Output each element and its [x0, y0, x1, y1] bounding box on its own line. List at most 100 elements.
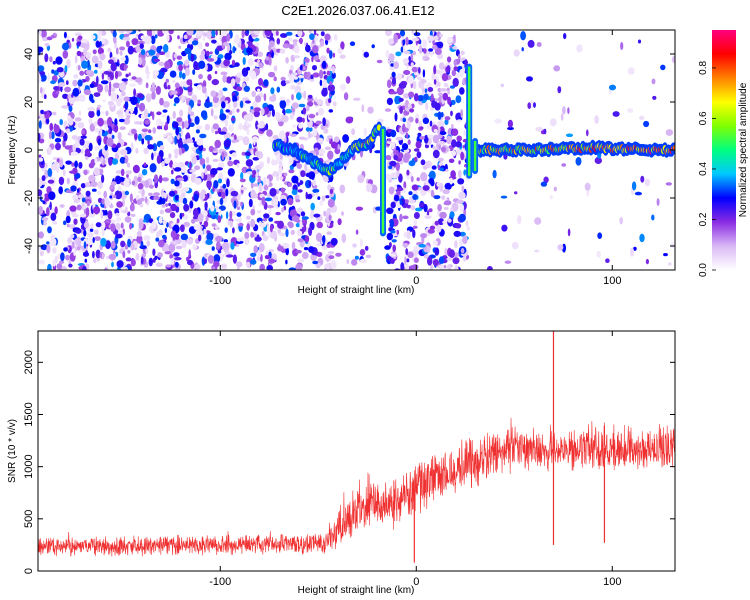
spectrogram-cell	[447, 218, 452, 223]
spectrogram-cell	[440, 146, 447, 153]
spectrogram-cell	[319, 79, 323, 87]
spectrogram-cell	[231, 59, 236, 67]
spectrogram-cell	[92, 237, 95, 243]
spectrogram-cell	[123, 96, 130, 102]
spectrogram-cell	[437, 204, 442, 212]
spectrogram-cell	[459, 238, 463, 247]
spectrogram-cell	[511, 241, 519, 250]
spectrogram-cell	[147, 49, 156, 56]
spectrogram-cell	[310, 202, 316, 211]
spectrogram-cell	[72, 227, 80, 231]
spectrogram-cell	[416, 177, 420, 182]
spectrogram-cell	[143, 235, 151, 241]
spectrogram-cell	[96, 75, 99, 85]
chart-title: C2E1.2026.037.06.41.E12	[281, 3, 434, 18]
spectrogram-cell	[162, 109, 168, 113]
spectrogram-cell	[326, 262, 330, 270]
spectrogram-cell	[41, 193, 45, 201]
colorbar-label: Normalized spectral amplitude	[738, 82, 749, 217]
spectrogram-cell	[130, 258, 136, 267]
spectrogram-cell	[59, 260, 65, 264]
spectrogram-cell	[88, 162, 95, 169]
spectrogram-cell	[319, 69, 324, 79]
spectrogram-cell	[452, 46, 458, 50]
spectrogram-cell	[285, 98, 290, 104]
spectrogram-cell	[163, 44, 169, 53]
spectrogram-cell	[351, 128, 356, 136]
spectrogram-cell	[108, 90, 112, 97]
spectrogram-cell	[175, 245, 183, 250]
spectrogram-cell	[189, 200, 194, 209]
spectrogram-cell	[62, 139, 66, 148]
spectrogram-cell	[169, 159, 173, 168]
spectrogram-cell	[42, 111, 47, 115]
spectrogram-cell	[146, 52, 149, 56]
spectrogram-cell	[54, 137, 62, 143]
spectrogram-cell	[39, 71, 46, 76]
spectrogram-cell	[406, 230, 411, 240]
spectrogram-cell	[391, 239, 397, 243]
spectrogram-cell	[330, 237, 338, 246]
spectrogram-cell	[281, 115, 289, 123]
spectrogram-cell	[239, 178, 246, 183]
spectrogram-cell	[302, 107, 307, 115]
spectrogram-cell	[443, 264, 447, 269]
snr-y-axis: 0 500 1000 1500 2000	[23, 350, 675, 574]
spectrogram-cell	[168, 153, 172, 159]
spectrogram-cell	[507, 126, 514, 131]
spectrogram-cell	[41, 175, 46, 182]
spectrogram-cell	[141, 128, 149, 133]
spectrogram-cell	[143, 147, 149, 155]
spectrogram-cell	[65, 80, 69, 85]
spectrogram-cell	[112, 30, 117, 38]
spectrogram-cell	[64, 86, 72, 93]
spectrogram-cell	[144, 179, 150, 189]
spectrogram-cell	[534, 217, 542, 225]
spectrogram-cell	[337, 218, 342, 226]
spectrogram-cell	[328, 98, 332, 104]
spectrogram-cell	[73, 74, 79, 79]
spectrogram-cell	[141, 169, 148, 176]
spectrogram-cell	[156, 154, 162, 164]
spectrogram-cell	[196, 84, 203, 91]
spectrogram-cell	[205, 156, 210, 164]
spectrogram-cell	[56, 263, 63, 270]
spectrogram-cell	[210, 168, 218, 175]
spectrogram-cell	[333, 33, 338, 41]
spectrogram-cell	[315, 192, 319, 197]
spectrogram-cell	[612, 111, 620, 117]
spectrogram-cell	[304, 57, 310, 64]
spectrogram-cell	[144, 134, 153, 141]
spectrogram-cell	[451, 150, 457, 157]
spectrogram-cell	[439, 88, 448, 92]
spectrogram-cell	[334, 136, 340, 143]
spectrogram-cell	[125, 73, 129, 78]
spectrogram-cell	[196, 138, 204, 146]
spectrogram-cell	[232, 254, 237, 264]
spectrogram-cell	[258, 201, 262, 207]
spectrogram-cell	[196, 125, 203, 130]
spectrogram-cell	[124, 206, 128, 213]
spectrogram-cell	[193, 193, 199, 202]
spectrogram-cell	[232, 107, 236, 114]
spectrogram-cell	[413, 245, 421, 251]
spectrogram-cell	[395, 51, 402, 57]
spectrogram-cell	[223, 239, 228, 243]
spectrogram-cell	[156, 46, 162, 54]
spectrogram-cell	[360, 149, 363, 158]
spectrogram-cell	[110, 240, 116, 249]
spectrogram-cell	[417, 95, 424, 102]
spectrogram-cell	[183, 34, 188, 40]
spectrogram-cell	[438, 62, 445, 70]
spectrogram-cell	[278, 130, 286, 140]
spectrogram-cell	[520, 31, 526, 41]
spectrogram-cell	[139, 43, 144, 49]
spectrogram-cell	[47, 263, 52, 270]
spectrogram-cell	[194, 165, 201, 171]
spectrogram-cell	[87, 212, 96, 218]
spectrogram-cell	[165, 264, 172, 268]
spectrogram-cell	[95, 222, 102, 228]
spectrogram-cell	[360, 238, 363, 247]
spectrogram-cell	[222, 87, 228, 92]
spectrogram-cell	[268, 71, 276, 78]
